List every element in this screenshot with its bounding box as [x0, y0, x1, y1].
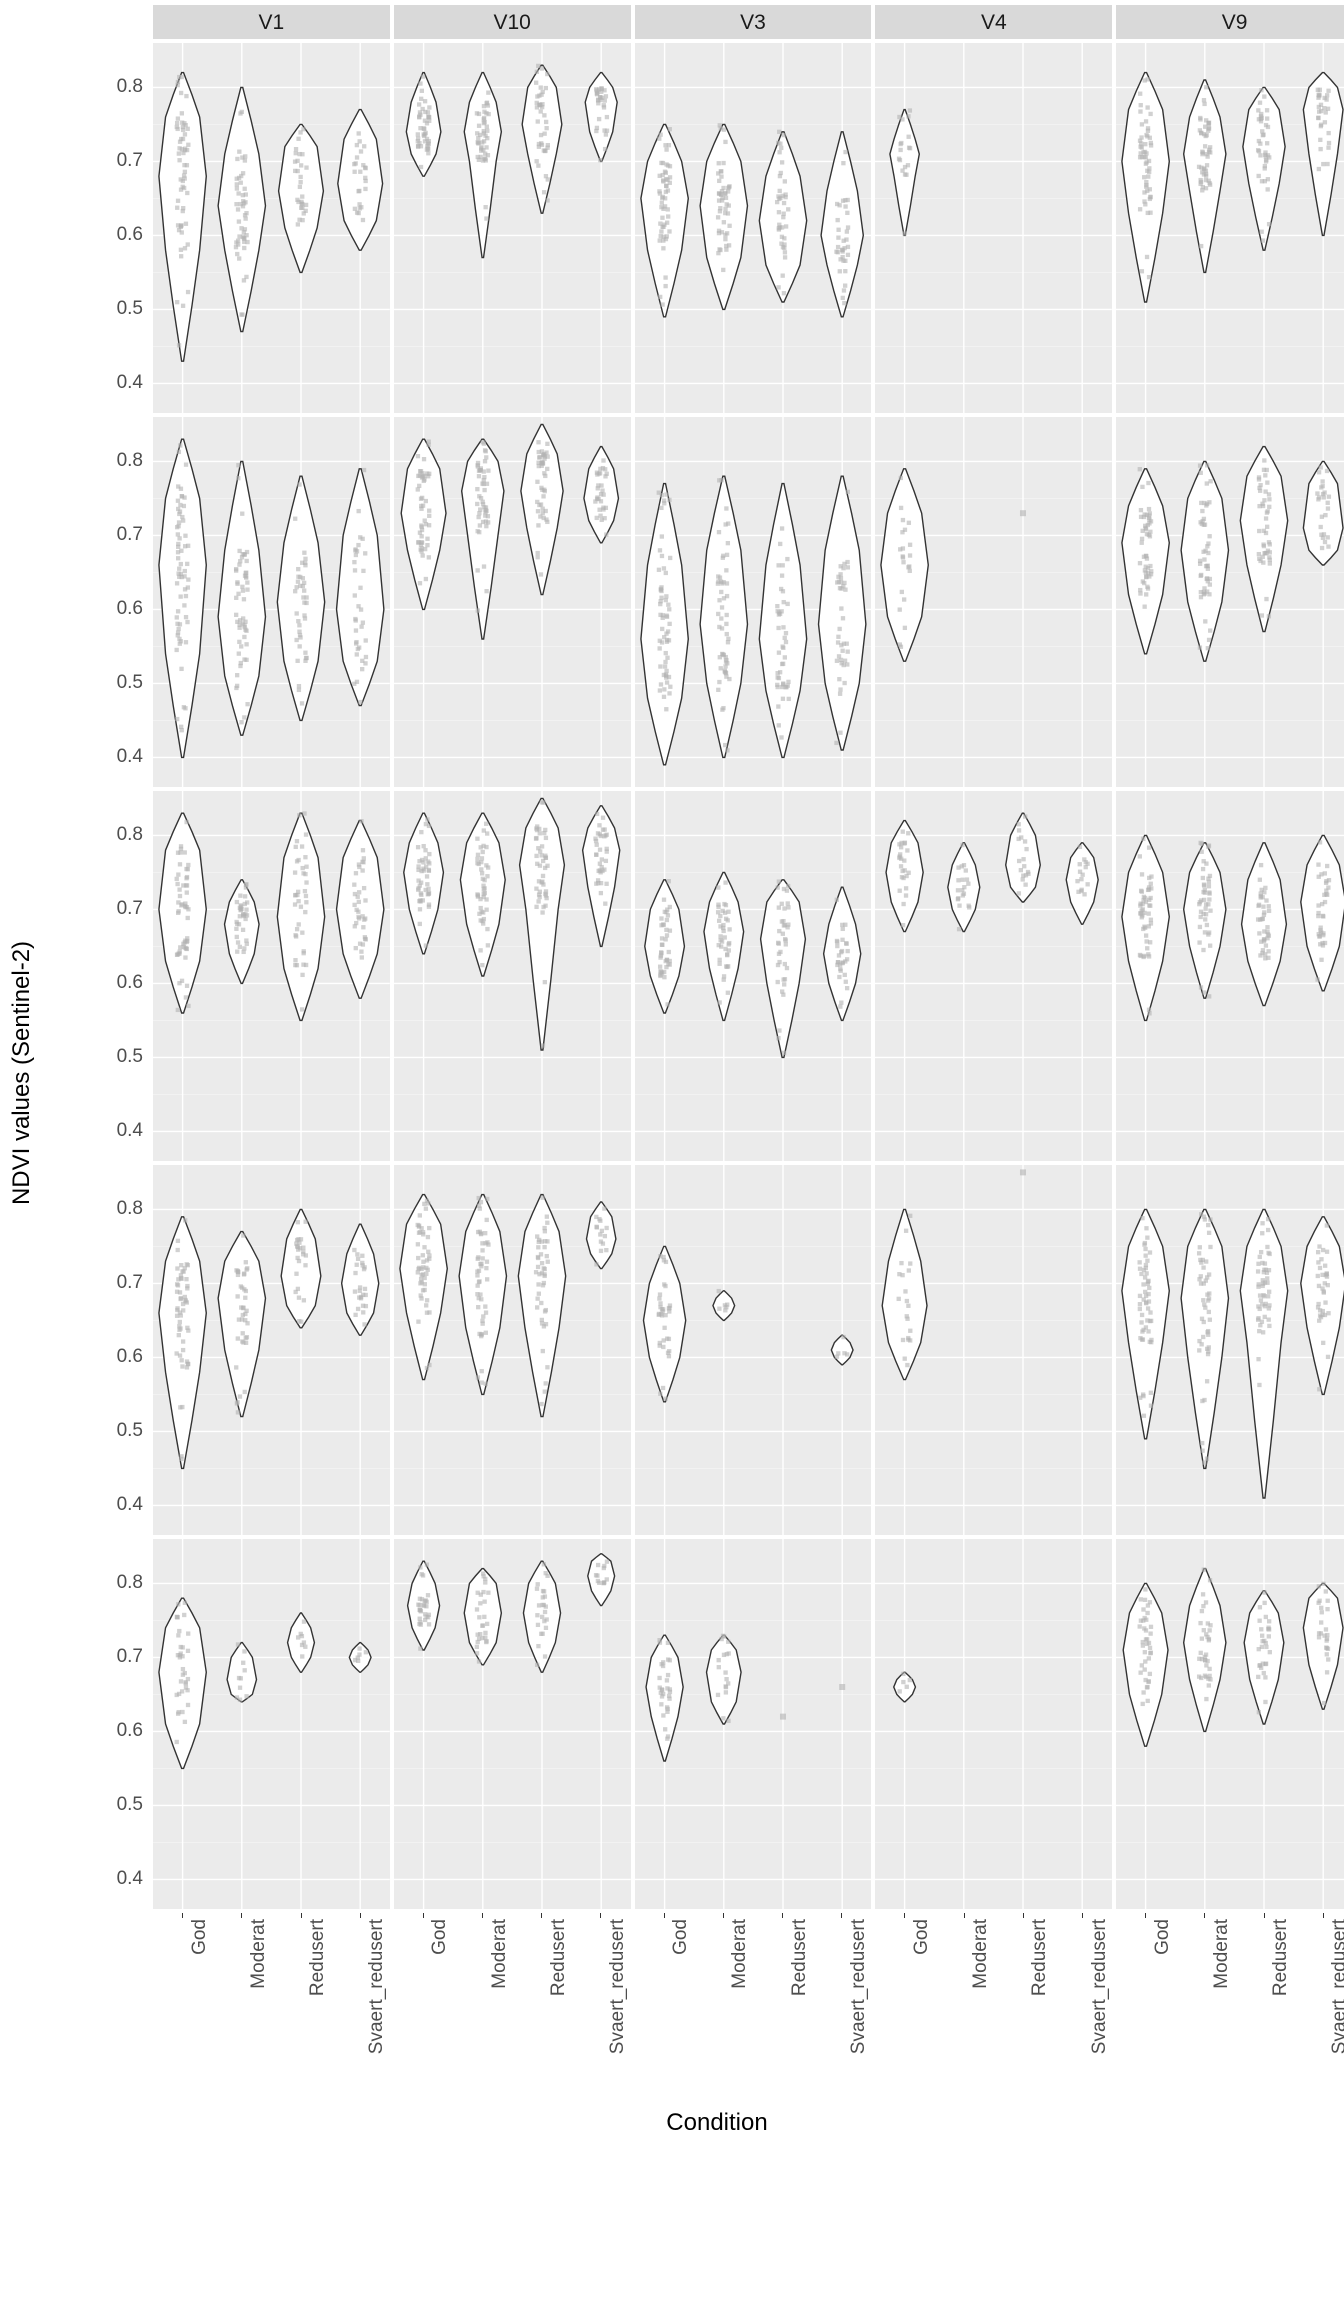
x-tick-labels: GodModeratRedusertSvaert_redusert [1116, 1913, 1344, 2103]
x-tick-labels: GodModeratRedusertSvaert_redusert [875, 1913, 1112, 2103]
facet-panel [1116, 43, 1344, 413]
y-axis-title: NDVI values (Sentinel-2) [5, 5, 39, 2141]
facet-panel [875, 1165, 1112, 1535]
facet-panel [394, 417, 631, 787]
y-tick-labels: 0.40.50.60.70.8 [95, 791, 149, 1161]
facet-panel [875, 791, 1112, 1161]
x-tick-labels: GodModeratRedusertSvaert_redusert [153, 1913, 390, 2103]
facet-panel [1116, 417, 1344, 787]
facet-panel [153, 1539, 390, 1909]
facet-panel [1116, 1165, 1344, 1535]
facet-panel [1116, 1539, 1344, 1909]
facet-panel [394, 1165, 631, 1535]
facet-panel [875, 43, 1112, 413]
x-tick-labels: GodModeratRedusertSvaert_redusert [635, 1913, 872, 2103]
facet-panel [153, 791, 390, 1161]
facet-panel [153, 417, 390, 787]
y-tick-labels: 0.40.50.60.70.8 [95, 1539, 149, 1909]
column-strip: V4 [875, 5, 1112, 39]
facet-panel [635, 1539, 872, 1909]
facet-panel [635, 1165, 872, 1535]
y-tick-labels: 0.40.50.60.70.8 [95, 1165, 149, 1535]
facet-panel [153, 43, 390, 413]
facet-panel [635, 791, 872, 1161]
facet-panel [635, 417, 872, 787]
facet-panel [394, 791, 631, 1161]
facet-panel [153, 1165, 390, 1535]
y-tick-labels: 0.40.50.60.70.8 [95, 43, 149, 413]
x-axis-title: Condition [5, 2103, 1339, 2141]
column-strip: V1 [153, 5, 390, 39]
faceted-violin-chart: NDVI values (Sentinel-2) V1V10V3V4V90.40… [5, 5, 1339, 2141]
facet-panel [875, 1539, 1112, 1909]
facet-grid: V1V10V3V4V90.40.50.60.70.8Northern Norwa… [95, 5, 1299, 2103]
facet-panel [394, 43, 631, 413]
y-tick-labels: 0.40.50.60.70.8 [95, 417, 149, 787]
column-strip: V3 [635, 5, 872, 39]
facet-panel [394, 1539, 631, 1909]
facet-panel [875, 417, 1112, 787]
facet-panel [1116, 791, 1344, 1161]
column-strip: V9 [1116, 5, 1344, 39]
x-tick-labels: GodModeratRedusertSvaert_redusert [394, 1913, 631, 2103]
facet-panel [635, 43, 872, 413]
column-strip: V10 [394, 5, 631, 39]
